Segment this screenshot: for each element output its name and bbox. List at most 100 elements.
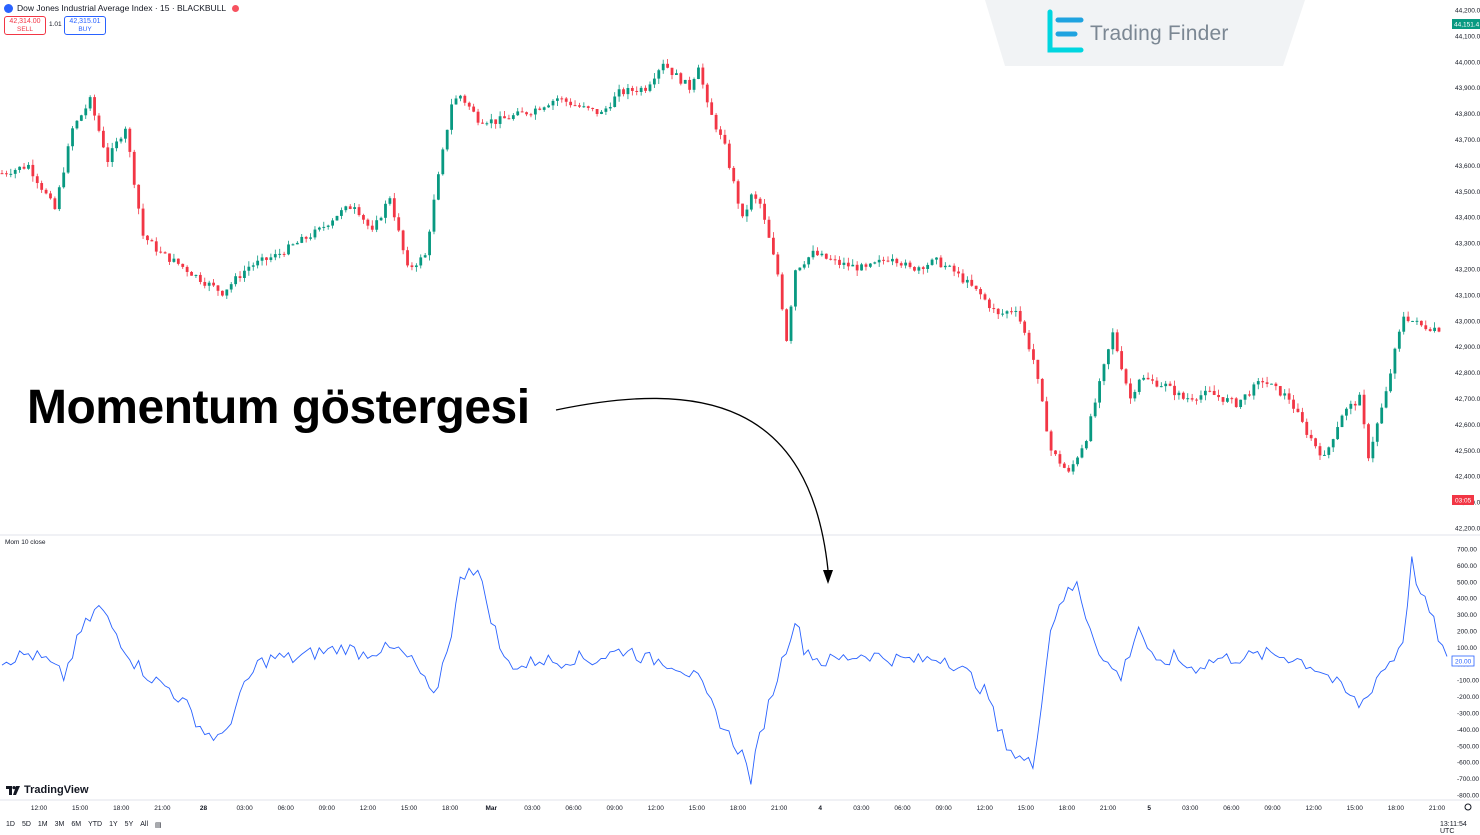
candle-body [921, 267, 925, 269]
price-axis-tick: 42,200.0 [1455, 526, 1480, 533]
candle-body [57, 187, 61, 210]
candle-body [379, 217, 383, 221]
candle-body [503, 116, 506, 119]
timeframe-3m[interactable]: 3M [54, 821, 65, 828]
candle-body [1221, 397, 1225, 402]
momentum-axis-tick: -700.00 [1457, 776, 1479, 783]
candle-body [1287, 393, 1291, 400]
candle-body [727, 143, 731, 168]
timeframe-all[interactable]: All [140, 821, 149, 828]
candle-body [873, 262, 877, 264]
candle-body [185, 266, 189, 272]
calendar-range-icon[interactable]: ▤ [155, 822, 162, 829]
candle-body [154, 241, 158, 252]
candle-body [529, 114, 533, 116]
candle-body [1270, 383, 1273, 385]
candle-body [313, 229, 317, 238]
candle-body [251, 265, 255, 267]
momentum-axis-tick: -800.00 [1457, 793, 1479, 800]
momentum-axis-tick: 200.00 [1457, 629, 1477, 636]
candle-body [269, 257, 273, 260]
candle-body [520, 111, 524, 113]
candle-body [868, 263, 872, 267]
candle-body [436, 174, 440, 200]
candle-body [833, 259, 837, 261]
candle-body [719, 129, 722, 135]
price-axis-tick: 42,700.0 [1455, 396, 1480, 403]
candle-body [952, 265, 956, 272]
annotation-arrow-head [823, 570, 833, 584]
candle-body [344, 206, 348, 211]
momentum-axis-tick: 100.00 [1457, 645, 1477, 652]
time-axis-tick: 06:00 [565, 805, 582, 812]
candle-body [247, 266, 251, 271]
symbol-title[interactable]: Dow Jones Industrial Average Index · 15 … [17, 3, 227, 13]
candle-body [1226, 398, 1229, 402]
candle-body [1155, 380, 1159, 387]
candle-body [1406, 316, 1410, 322]
candle-body [617, 89, 621, 97]
candle-body [1199, 395, 1203, 400]
timeframe-5d[interactable]: 5D [21, 821, 31, 828]
candle-body [1054, 450, 1057, 455]
candle-body [745, 209, 749, 217]
candle-body [450, 104, 454, 130]
candle-body [1331, 439, 1335, 448]
momentum-axis-tick: 500.00 [1457, 579, 1477, 586]
settings-gear-icon[interactable] [1464, 803, 1472, 811]
utc-clock[interactable]: 13:11:54 UTC [1440, 821, 1467, 835]
timeframe-1y[interactable]: 1Y [109, 821, 118, 828]
tradingview-label: TradingView [24, 784, 89, 796]
candle-body [1146, 377, 1150, 380]
candle-body [1045, 401, 1049, 432]
candle-body [181, 263, 185, 267]
candle-body [763, 203, 766, 220]
time-axis-tick: 03:00 [1182, 805, 1199, 812]
candle-body [595, 109, 599, 114]
timeframe-6m[interactable]: 6M [71, 821, 82, 828]
timeframe-ytd[interactable]: YTD [88, 821, 103, 828]
candle-body [1327, 447, 1331, 455]
candle-body [798, 267, 802, 271]
price-axis-tick: 43,100.0 [1455, 292, 1480, 299]
candle-body [1336, 427, 1340, 440]
time-axis-tick: 5 [1147, 805, 1151, 812]
indicator-title[interactable]: Mom 10 close [5, 539, 46, 546]
candle-body [317, 227, 321, 230]
candle-body [243, 270, 246, 278]
candle-body [1067, 467, 1071, 472]
candle-body [1071, 464, 1075, 472]
candle-body [908, 262, 912, 267]
buy-button[interactable]: 42,315.01 BUY [64, 16, 106, 35]
candle-body [35, 176, 39, 184]
candle-body [644, 87, 647, 91]
tradingview-logo[interactable]: TradingView [6, 784, 89, 796]
candle-body [93, 97, 96, 116]
timeframe-1d[interactable]: 1D [6, 821, 15, 828]
time-axis-tick: Mar [486, 805, 498, 812]
countdown-badge [1452, 495, 1474, 505]
candle-body [53, 198, 57, 210]
candle-body [340, 210, 343, 216]
candle-body [485, 123, 489, 125]
timeframe-1m[interactable]: 1M [37, 821, 48, 828]
candle-body [771, 237, 775, 255]
candle-body [1036, 359, 1040, 379]
candle-body [1243, 394, 1247, 400]
timeframe-5y[interactable]: 5Y [124, 821, 134, 828]
last-price-label: 44,151.4 [1454, 22, 1480, 29]
momentum-axis-tick: -300.00 [1457, 711, 1479, 718]
candle-body [256, 260, 260, 266]
sell-label: SELL [17, 25, 33, 33]
candle-body [22, 166, 26, 169]
momentum-axis-tick: -200.00 [1457, 694, 1479, 701]
candle-body [88, 97, 92, 109]
candle-body [917, 267, 921, 271]
sell-button[interactable]: 42,314.00 SELL [4, 16, 46, 35]
candle-body [282, 253, 286, 255]
symbol-header[interactable]: Dow Jones Industrial Average Index · 15 … [4, 3, 240, 13]
price-axis-tick: 44,000.0 [1455, 59, 1480, 66]
candle-body [1367, 424, 1370, 459]
candle-body [547, 105, 550, 108]
